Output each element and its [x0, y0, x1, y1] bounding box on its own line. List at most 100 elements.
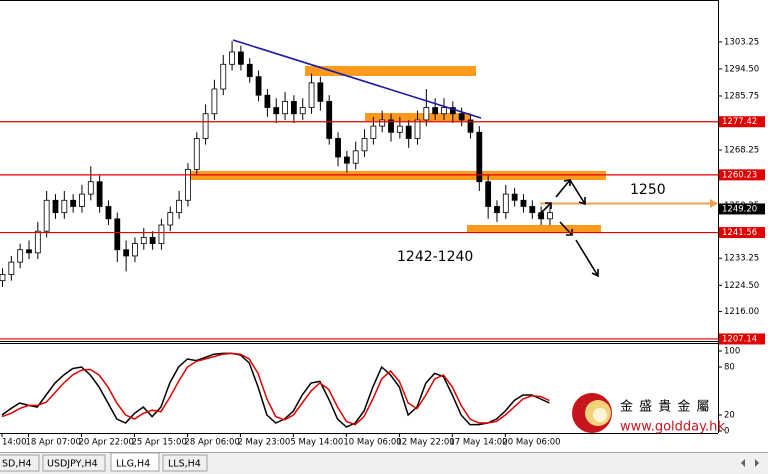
oscillator-line — [1, 352, 550, 426]
candle-body — [264, 94, 271, 108]
candle-body — [123, 249, 130, 257]
candle-body — [423, 107, 430, 121]
arrow-head — [710, 199, 718, 208]
tab-box — [42, 454, 106, 472]
x-tick-label: 10 May 06:00 — [343, 438, 401, 448]
y-tick-label: 1294.50 — [724, 64, 759, 74]
candle-body — [379, 119, 386, 127]
watermark-url: www.goldday.hk — [620, 420, 725, 435]
tab[interactable]: USDJPY,H4 — [42, 454, 106, 472]
tab-label[interactable]: SD,H4 — [2, 459, 32, 470]
tab[interactable]: SD,H4 — [0, 454, 40, 472]
tab-label[interactable]: LLG,H4 — [116, 459, 150, 470]
tab-scroll[interactable] — [741, 459, 759, 467]
y-tick-label: 80 — [724, 363, 735, 373]
annotation: 1250 — [630, 182, 666, 198]
tab-label[interactable]: USDJPY,H4 — [47, 459, 98, 470]
level-label: 1241.56 — [722, 228, 757, 238]
tab-box — [110, 452, 160, 472]
level-label: 1207.14 — [722, 334, 757, 344]
candle-body — [34, 230, 41, 254]
arrow — [537, 202, 552, 217]
y-tick-label: 1285.75 — [724, 91, 759, 101]
candle-body — [96, 181, 103, 207]
level-label: 1277.42 — [722, 117, 757, 127]
candle-body — [193, 138, 200, 170]
watermark: 金 盛 貴 金 屬 www.goldday.hk — [572, 393, 725, 435]
last-price-box — [719, 203, 765, 215]
candle-body — [467, 119, 474, 133]
candle-body — [547, 212, 553, 220]
watermark-name: 金 盛 貴 金 屬 — [620, 399, 711, 415]
candle-body — [485, 181, 492, 207]
candle-body — [370, 125, 377, 139]
candle-body — [114, 218, 121, 251]
candle-body — [282, 100, 288, 115]
candle-body — [87, 181, 94, 195]
tab-label[interactable]: LLS,H4 — [168, 459, 201, 470]
last-price-label: 1249.20 — [722, 204, 757, 214]
candle-body — [388, 119, 394, 133]
candle-body — [520, 199, 527, 207]
x-tick-label: 17 May 14:00 — [449, 438, 507, 448]
tab[interactable]: LLG,H4 — [110, 452, 160, 472]
candle-body — [290, 100, 297, 115]
candle-body — [476, 131, 483, 183]
y-tick-label: 1303.25 — [724, 37, 759, 47]
resistance-zone — [190, 171, 606, 180]
candle-body — [458, 113, 465, 121]
oscillator-line — [1, 352, 550, 428]
y-tick-label: 1268.25 — [724, 146, 759, 156]
candle-body — [529, 206, 536, 214]
candle-body — [335, 138, 341, 158]
candle-body — [17, 249, 24, 263]
logo — [593, 408, 607, 422]
candle-body — [70, 199, 77, 207]
x-tick-label: 14:00 — [2, 438, 27, 448]
trend-line — [232, 39, 482, 119]
level-label-box — [719, 227, 765, 239]
candle-body — [26, 249, 32, 254]
candle-body — [317, 82, 324, 102]
candle-body — [61, 199, 68, 214]
candle-body — [140, 236, 147, 244]
candle-body — [414, 119, 421, 139]
candle-body — [361, 138, 368, 152]
candle-body — [502, 193, 509, 214]
x-tick-label: 25 Apr 15:00 — [131, 438, 186, 448]
x-tick-label: 12 May 22:00 — [396, 438, 454, 448]
candle-body — [167, 212, 174, 226]
x-tick-label: 28 Apr 06:00 — [184, 438, 239, 448]
tab-box — [0, 454, 40, 472]
arrow — [575, 239, 599, 278]
tab-box — [162, 454, 208, 472]
y-tick-label: 1216.00 — [724, 307, 759, 317]
candle-body — [441, 107, 447, 115]
scenario-arrows — [537, 179, 599, 278]
candle-body — [494, 206, 500, 214]
candle-body — [229, 51, 235, 65]
candle-body — [185, 168, 191, 201]
arrow — [569, 179, 586, 206]
candle-body — [132, 243, 138, 257]
candle-body — [220, 63, 227, 90]
y-tick-label: 0 — [724, 427, 729, 437]
x-tick-label: 20 Apr 22:00 — [78, 438, 133, 448]
tab[interactable]: LLS,H4 — [162, 454, 208, 472]
candle-body — [105, 206, 112, 220]
candle-body — [308, 82, 315, 108]
candle-body — [326, 100, 333, 139]
candle-body — [432, 107, 439, 115]
candle-body — [52, 199, 59, 214]
x-tick-label: 5 May 14:00 — [290, 438, 343, 448]
candle-body — [511, 193, 518, 201]
candle-body — [299, 107, 306, 115]
level-label: 1260.23 — [722, 170, 757, 180]
x-tick-label: 2 May 23:00 — [237, 438, 290, 448]
y-tick-label: 20 — [724, 411, 735, 421]
candle-body — [246, 63, 253, 78]
candle-body — [0, 274, 6, 282]
candle-body — [211, 88, 218, 115]
annotation: 1242-1240 — [397, 249, 473, 265]
y-tick-label: 1233.25 — [724, 254, 759, 264]
